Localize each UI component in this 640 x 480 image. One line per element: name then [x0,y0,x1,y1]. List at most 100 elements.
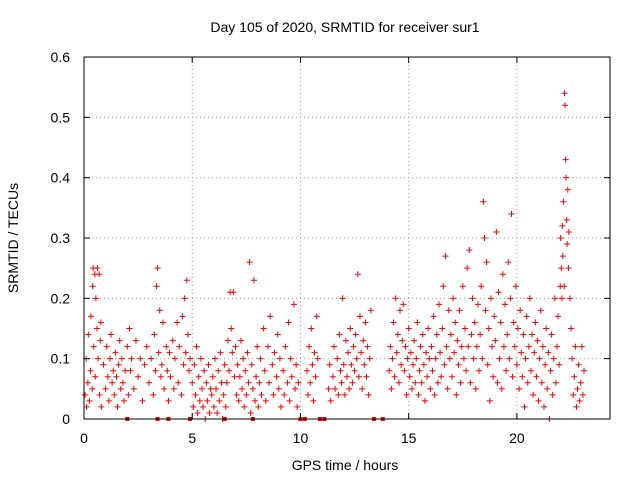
data-point [247,409,254,416]
data-point [196,397,203,404]
data-point [561,102,568,109]
data-point [169,337,176,344]
data-point [93,325,100,332]
x-tick-label: 5 [188,430,196,446]
data-point [290,301,297,308]
data-point [246,259,253,266]
data-point [575,361,582,368]
data-point [564,241,571,248]
data-point [570,391,577,398]
data-point [507,295,514,302]
data-point [545,349,552,356]
data-point [179,313,186,320]
data-point [83,403,90,410]
data-point [389,355,396,362]
data-point [539,343,546,350]
data-point [207,385,214,392]
data-point [474,301,481,308]
data-point [467,379,474,386]
data-point [184,331,191,338]
data-point [180,361,187,368]
data-point [226,367,233,374]
data-point [211,355,218,362]
data-point [505,259,512,266]
data-point [401,367,408,374]
data-point [525,343,532,350]
data-point [453,391,460,398]
data-point [416,367,423,374]
data-point [237,337,244,344]
data-point [280,367,287,374]
data-point [183,277,190,284]
data-point [231,373,238,380]
data-point [573,403,580,410]
data-point [252,397,259,404]
data-point [530,391,537,398]
data-point [256,379,263,386]
data-point [359,385,366,392]
data-point [532,319,539,326]
data-point [182,349,189,356]
data-point [558,295,565,302]
data-point [110,367,117,374]
data-point [203,379,210,386]
data-point [266,379,273,386]
data-point [471,319,478,326]
data-point [563,216,570,223]
data-point [390,319,397,326]
data-point [224,337,231,344]
data-point [284,379,291,386]
y-axis-label: SRMTID / TECUs [5,183,21,293]
grid [84,57,610,419]
y-tick-label: 0.1 [51,351,71,367]
data-point [566,295,573,302]
data-point [387,343,394,350]
data-point [455,361,462,368]
data-point [466,247,473,254]
data-point [309,361,316,368]
data-point [494,379,501,386]
data-point [468,331,475,338]
data-point [452,319,459,326]
data-point [442,253,449,260]
data-point [429,367,436,374]
data-point [473,343,480,350]
data-point [393,349,400,356]
data-point [446,355,453,362]
data-point [262,397,269,404]
data-point [220,391,227,398]
data-point [214,409,221,416]
data-point [97,319,104,326]
data-point [178,391,185,398]
data-point [243,391,250,398]
data-point [557,235,564,241]
data-point [431,391,438,398]
data-point [92,373,99,380]
data-point [105,397,112,404]
data-point [522,355,529,362]
data-point [556,361,563,368]
data-point [117,385,124,392]
data-point [349,379,356,386]
data-point [175,379,182,386]
data-point [156,307,163,314]
data-point [411,337,418,344]
data-point [407,349,414,356]
data-point [491,313,498,320]
data-point [145,379,152,386]
data-point [533,373,540,380]
data-point [119,379,126,386]
data-point [402,343,409,350]
chart-title: Day 105 of 2020, SRMTID for receiver sur… [210,19,479,35]
data-point [547,367,554,374]
data-point [125,391,132,398]
data-point [118,355,125,362]
data-point [365,391,372,398]
data-point [428,343,435,350]
data-point [558,265,565,272]
data-point [275,385,282,392]
data-point [242,367,249,374]
x-tick-label: 20 [509,430,525,446]
x-tick-label: 15 [401,430,417,446]
data-point [538,379,545,386]
